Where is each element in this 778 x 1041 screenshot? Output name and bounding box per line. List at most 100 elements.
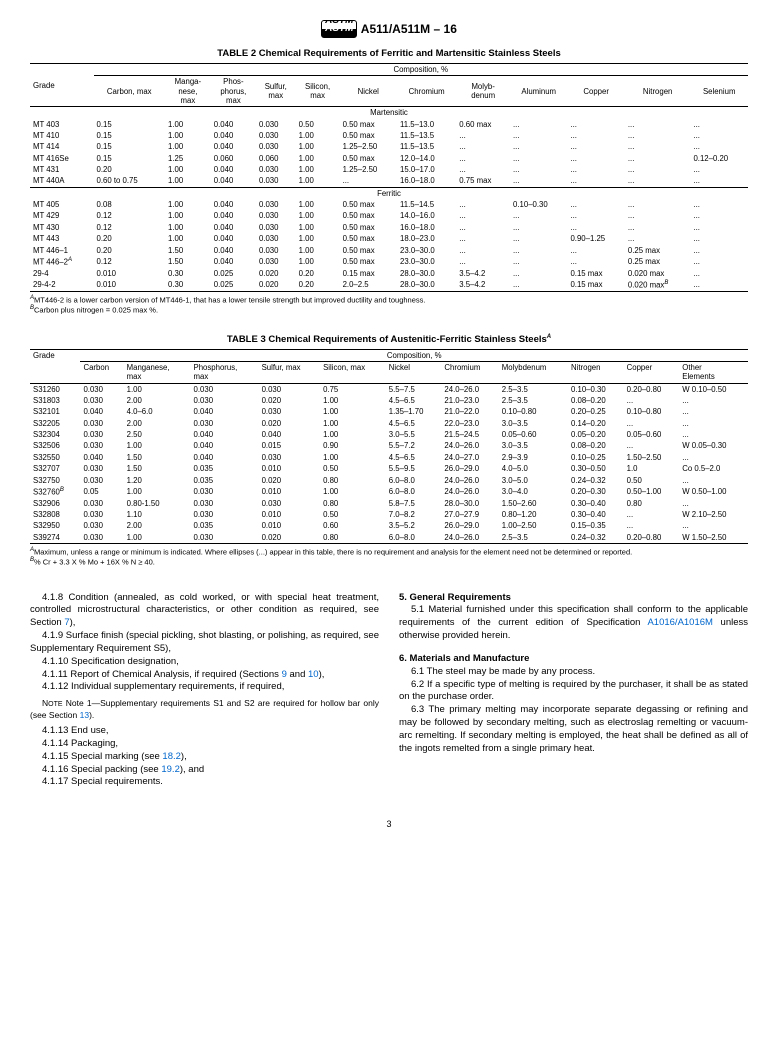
- p-6-2: 6.2 If a specific type of melting is req…: [399, 679, 748, 705]
- table-cell: 21.0–22.0: [441, 406, 498, 417]
- table-cell: ...: [567, 199, 624, 210]
- table-cell: ...: [456, 164, 510, 175]
- table-cell: 1.00: [296, 245, 340, 256]
- table-cell: ...: [624, 520, 680, 531]
- table-cell: 0.020: [259, 532, 321, 544]
- table-cell: 1.00: [165, 130, 211, 141]
- table-cell: 0.030: [259, 452, 321, 463]
- table-cell: 5.8–7.5: [386, 498, 442, 509]
- table-cell: ...: [567, 153, 624, 164]
- table-cell: Co 0.5–2.0: [679, 463, 748, 474]
- link-19-2[interactable]: 19.2: [161, 764, 180, 775]
- table-cell: 21.0–23.0: [441, 395, 498, 406]
- table3-col-header: Nickel: [386, 362, 442, 384]
- table-cell: 0.030: [256, 256, 296, 268]
- table-cell: 1.00: [165, 233, 211, 244]
- table-cell: 1.00: [124, 486, 191, 498]
- table2-col-header: Selenium: [690, 76, 748, 107]
- table2-col-header: Nitrogen: [625, 76, 691, 107]
- table-cell: 0.80: [320, 475, 386, 486]
- table-section-label: Ferritic: [30, 187, 748, 199]
- table-cell: 0.75: [320, 383, 386, 395]
- table-cell: MT 416Se: [30, 153, 94, 164]
- table-cell: 18.0–23.0: [397, 233, 456, 244]
- table-cell: MT 405: [30, 199, 94, 210]
- table-cell: 2.00: [124, 395, 191, 406]
- table-cell: 0.90: [320, 440, 386, 451]
- link-section-10[interactable]: 10: [308, 669, 319, 680]
- table3-col-header: Sulfur, max: [259, 362, 321, 384]
- table2-col-header: Molyb-denum: [456, 76, 510, 107]
- table-cell: 11.5–13.5: [397, 130, 456, 141]
- p-6-3: 6.3 The primary melting may incorporate …: [399, 704, 748, 755]
- table3: Grade Composition, % CarbonManganese,max…: [30, 349, 748, 544]
- table-cell: 0.030: [191, 509, 259, 520]
- table-cell: ...: [624, 509, 680, 520]
- table-cell: 24.0–26.0: [441, 532, 498, 544]
- table-cell: 0.15: [94, 119, 165, 130]
- table-cell: 0.060: [211, 153, 256, 164]
- table-cell: 1.00: [296, 153, 340, 164]
- table-cell: MT 431: [30, 164, 94, 175]
- table-cell: 0.10–0.80: [624, 406, 680, 417]
- heading-5: 5. General Requirements: [399, 592, 748, 605]
- table-cell: 0.50 max: [340, 233, 397, 244]
- table-cell: ...: [679, 498, 748, 509]
- table-cell: ...: [690, 245, 748, 256]
- page-number: 3: [30, 819, 748, 829]
- p-4-1-17: 4.1.17 Special requirements.: [30, 776, 379, 789]
- link-18-2[interactable]: 18.2: [162, 751, 181, 762]
- table-cell: 4.5–6.5: [386, 418, 442, 429]
- table-cell: 3.0–5.0: [499, 475, 568, 486]
- table-cell: ...: [625, 141, 691, 152]
- table-cell: ...: [679, 452, 748, 463]
- table-cell: 0.040: [211, 119, 256, 130]
- table-cell: 2.5–3.5: [499, 383, 568, 395]
- table-cell: 2.9–3.9: [499, 452, 568, 463]
- table-cell: 0.05: [80, 486, 123, 498]
- table-cell: ...: [456, 233, 510, 244]
- table-cell: 16.0–18.0: [397, 222, 456, 233]
- table-cell: ...: [625, 222, 691, 233]
- table-cell: 0.80-1.50: [124, 498, 191, 509]
- table3-col-header: Molybdenum: [499, 362, 568, 384]
- table-cell: 0.50 max: [340, 119, 397, 130]
- table-cell: 29-4: [30, 268, 94, 279]
- table-cell: 15.0–17.0: [397, 164, 456, 175]
- p-4-1-9: 4.1.9 Surface finish (special pickling, …: [30, 630, 379, 656]
- table-cell: 26.0–29.0: [441, 463, 498, 474]
- table2-footnotes: AMT446-2 is a lower carbon version of MT…: [30, 295, 748, 316]
- table-cell: 0.040: [211, 222, 256, 233]
- table-cell: 2.5–3.5: [499, 395, 568, 406]
- table-cell: 3.5–4.2: [456, 268, 510, 279]
- table-cell: 0.50: [296, 119, 340, 130]
- table-cell: 0.12: [94, 222, 165, 233]
- table-cell: 0.20: [94, 233, 165, 244]
- table-cell: 1.00: [320, 429, 386, 440]
- table-cell: ...: [625, 175, 691, 187]
- link-a1016[interactable]: A1016/A1016M: [647, 617, 713, 628]
- table-cell: ...: [690, 164, 748, 175]
- table-cell: 0.30: [165, 279, 211, 291]
- table-cell: 0.040: [211, 164, 256, 175]
- table-cell: 0.80: [624, 498, 680, 509]
- table-cell: 11.5–13.5: [397, 141, 456, 152]
- table-cell: 0.030: [80, 418, 123, 429]
- table-cell: 0.80: [320, 498, 386, 509]
- table-cell: 0.20–0.30: [568, 486, 624, 498]
- table-cell: 1.00: [165, 175, 211, 187]
- table2-col-header: Sulfur,max: [256, 76, 296, 107]
- table-cell: ...: [690, 210, 748, 221]
- link-section-13[interactable]: 13: [80, 710, 89, 720]
- table-cell: 0.50 max: [340, 222, 397, 233]
- table-cell: 0.030: [80, 463, 123, 474]
- table-cell: 1.00: [296, 175, 340, 187]
- table-cell: ...: [456, 141, 510, 152]
- table-cell: 0.50: [320, 463, 386, 474]
- table-cell: 0.60 to 0.75: [94, 175, 165, 187]
- table-cell: 0.05–0.60: [499, 429, 568, 440]
- table-cell: 0.030: [80, 498, 123, 509]
- table-cell: 0.50 max: [340, 130, 397, 141]
- table-cell: S32750: [30, 475, 80, 486]
- table-cell: ...: [567, 164, 624, 175]
